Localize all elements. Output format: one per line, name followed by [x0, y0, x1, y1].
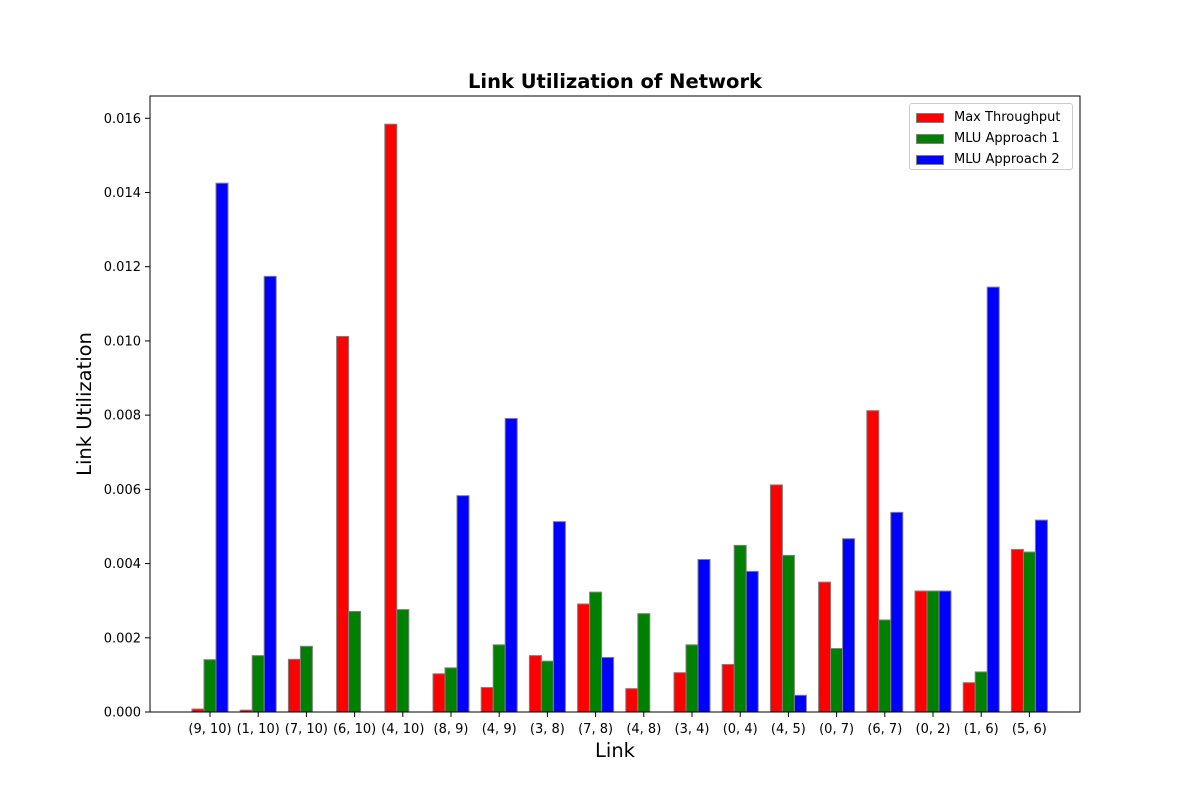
y-axis-label: Link Utilization	[73, 332, 96, 476]
bar-mlu-approach-1-14	[878, 619, 892, 713]
bar-max-throughput-3	[336, 335, 350, 713]
legend: Max Throughput MLU Approach 1 MLU Approa…	[909, 103, 1073, 170]
x-tick-label: (1, 10)	[237, 722, 280, 737]
x-tick-label: (7, 10)	[285, 722, 328, 737]
legend-item-mlu-approach-1: MLU Approach 1	[916, 128, 1066, 149]
bar-max-throughput-13	[818, 581, 832, 713]
x-tick-label: (4, 5)	[771, 722, 806, 737]
bar-max-throughput-14	[866, 410, 880, 713]
bar-mlu-approach-2-0	[215, 182, 229, 713]
x-tick-label: (3, 4)	[675, 722, 710, 737]
bar-mlu-approach-1-5	[444, 667, 458, 713]
bars-layer	[191, 123, 1048, 713]
y-tick-label: 0.012	[104, 260, 141, 275]
bar-max-throughput-2	[287, 658, 301, 713]
y-tick-label: 0.016	[104, 112, 141, 127]
x-tick-label: (5, 6)	[1012, 722, 1047, 737]
y-tick-label: 0.008	[104, 409, 141, 424]
bar-max-throughput-12	[769, 484, 783, 713]
x-tick-label: (0, 7)	[819, 722, 854, 737]
bar-mlu-approach-1-10	[685, 644, 699, 713]
legend-item-mlu-approach-2: MLU Approach 2	[916, 149, 1066, 170]
bar-mlu-approach-2-17	[1034, 519, 1048, 713]
x-axis-label: Link	[595, 739, 636, 762]
x-tick-label: (4, 9)	[482, 722, 517, 737]
bar-mlu-approach-1-0	[203, 659, 217, 713]
chart-title: Link Utilization of Network	[468, 70, 763, 93]
bar-mlu-approach-1-2	[299, 645, 313, 713]
y-tick-label: 0.014	[104, 186, 141, 201]
x-tick-label: (7, 8)	[578, 722, 613, 737]
x-tick-label: (4, 10)	[381, 722, 424, 737]
bar-mlu-approach-2-15	[938, 590, 952, 713]
bar-mlu-approach-2-7	[552, 521, 566, 713]
y-tick-label: 0.002	[104, 631, 141, 646]
bar-mlu-approach-1-12	[781, 554, 795, 713]
bar-max-throughput-11	[721, 664, 735, 713]
bar-mlu-approach-1-9	[637, 613, 651, 713]
bar-mlu-approach-2-6	[504, 417, 518, 713]
bar-mlu-approach-1-11	[733, 544, 747, 713]
x-tick-label: (6, 10)	[333, 722, 376, 737]
bar-max-throughput-8	[577, 603, 591, 713]
bar-max-throughput-10	[673, 672, 687, 713]
bar-mlu-approach-2-11	[745, 570, 759, 713]
x-tick-label: (0, 2)	[916, 722, 951, 737]
bar-mlu-approach-1-16	[974, 671, 988, 713]
y-tick-label: 0.010	[104, 334, 141, 349]
bar-mlu-approach-1-6	[492, 644, 506, 713]
legend-swatch-mlu-approach-2	[916, 154, 944, 165]
plot-frame	[149, 95, 1081, 713]
bar-mlu-approach-1-17	[1022, 551, 1036, 713]
bar-mlu-approach-2-10	[697, 558, 711, 713]
bar-max-throughput-15	[914, 590, 928, 713]
bar-mlu-approach-2-16	[986, 286, 1000, 713]
bar-max-throughput-16	[962, 682, 976, 713]
y-tick-label: 0.000	[104, 706, 141, 721]
x-tick-label: (1, 6)	[964, 722, 999, 737]
legend-item-max-throughput: Max Throughput	[916, 107, 1066, 128]
bar-mlu-approach-2-5	[456, 495, 470, 713]
bar-mlu-approach-1-13	[830, 648, 844, 713]
bar-max-throughput-9	[625, 688, 639, 713]
legend-swatch-max-throughput	[916, 112, 944, 123]
x-tick-label: (4, 8)	[626, 722, 661, 737]
y-tick-label: 0.004	[104, 557, 141, 572]
bar-max-throughput-17	[1010, 548, 1024, 713]
bar-mlu-approach-1-7	[540, 660, 554, 713]
x-tick-label: (3, 8)	[530, 722, 565, 737]
bar-mlu-approach-2-14	[890, 511, 904, 713]
legend-label-mlu-approach-1: MLU Approach 1	[954, 131, 1060, 146]
bar-mlu-approach-1-3	[348, 610, 362, 713]
bar-mlu-approach-2-12	[793, 694, 807, 713]
bar-max-throughput-5	[432, 673, 446, 713]
legend-swatch-mlu-approach-1	[916, 133, 944, 144]
x-tick-label: (6, 7)	[867, 722, 902, 737]
bar-mlu-approach-1-4	[396, 609, 410, 713]
bar-max-throughput-4	[384, 123, 398, 713]
x-tick-label: (8, 9)	[434, 722, 469, 737]
bar-mlu-approach-1-1	[251, 655, 265, 713]
x-tick-label: (9, 10)	[188, 722, 231, 737]
bar-mlu-approach-2-1	[263, 275, 277, 713]
bar-mlu-approach-1-15	[926, 590, 940, 713]
bar-mlu-approach-1-8	[589, 591, 603, 713]
bar-max-throughput-6	[480, 687, 494, 713]
bar-mlu-approach-2-13	[842, 538, 856, 713]
ticks-layer: (9, 10) (1, 10) (7, 10) (6, 10) (4, 10) (8, 9…	[104, 112, 1047, 737]
y-tick-label: 0.006	[104, 483, 141, 498]
legend-label-max-throughput: Max Throughput	[954, 110, 1061, 125]
bar-max-throughput-7	[528, 655, 542, 713]
x-tick-label: (0, 4)	[723, 722, 758, 737]
bar-mlu-approach-2-8	[601, 656, 615, 713]
legend-label-mlu-approach-2: MLU Approach 2	[954, 152, 1060, 167]
